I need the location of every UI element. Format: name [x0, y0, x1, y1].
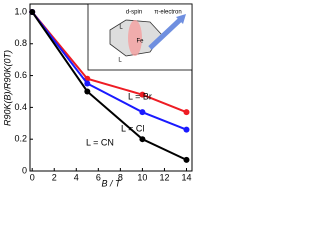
pi-arrow	[148, 16, 184, 50]
data-point	[29, 8, 36, 15]
inset-label: Fe	[136, 39, 144, 45]
data-point	[84, 88, 91, 95]
x-tick-label: 0	[30, 172, 35, 182]
data-point	[183, 156, 190, 163]
x-tick-label: 14	[181, 172, 191, 182]
data-point	[139, 91, 146, 98]
series-line	[31, 11, 187, 114]
x-tick-label: 2	[52, 172, 57, 182]
y-tick-label: 0.4	[14, 102, 27, 112]
page: {"chart_data": {"type": "line", "xlabel"…	[2, 3, 193, 189]
inset-label: d-spin	[126, 10, 142, 16]
y-tick-label: 0.8	[14, 38, 27, 48]
x-tick-label: 4	[74, 172, 79, 182]
inset-label: π-electron	[154, 10, 181, 16]
series-label: L = Br	[128, 91, 152, 101]
data-point	[139, 109, 146, 116]
series-line	[31, 11, 187, 131]
inset: d-spin π-electron L L Fe	[87, 3, 193, 71]
inset-label: L	[118, 58, 122, 64]
x-tick-label: 12	[159, 172, 169, 182]
data-point	[84, 80, 91, 87]
y-tick-label: 0.6	[14, 70, 27, 80]
series-line	[31, 11, 187, 161]
data-point	[183, 126, 190, 133]
x-tick-label: 10	[137, 172, 147, 182]
x-tick-label: 6	[96, 172, 101, 182]
y-tick-label: 0.2	[14, 134, 27, 144]
data-point	[183, 109, 190, 116]
y-axis-label: R90K(B)/R90K(0T)	[2, 50, 12, 126]
x-axis-label: B / T	[101, 178, 122, 188]
chart: B / T R90K(B)/R90K(0T) 0 0.2 0.4 0.6 0.8 1.0 0…	[2, 3, 193, 188]
x-tick-label: 8	[118, 172, 123, 182]
y-tick-label: 0	[22, 165, 27, 175]
pi-arrow-head	[176, 14, 186, 24]
y-tick-label: 1.0	[14, 6, 27, 16]
data-point	[139, 136, 146, 143]
d-spin-orbital	[128, 20, 142, 56]
inset-label: L	[119, 25, 123, 31]
series-label: L = Cl	[121, 123, 144, 133]
series-label: L = CN	[86, 137, 114, 147]
